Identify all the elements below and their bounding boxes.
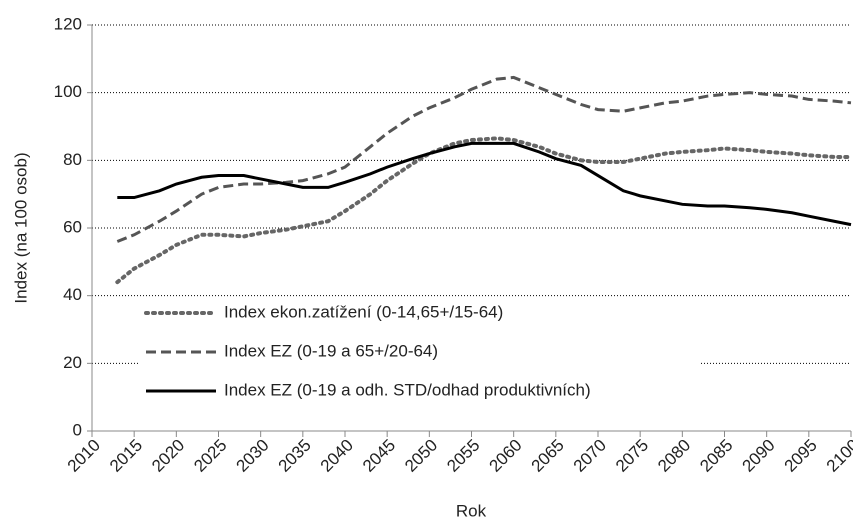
x-tick-label: 2055 — [443, 436, 483, 476]
x-tick-label: 2085 — [696, 436, 736, 476]
x-tick-label: 2065 — [528, 436, 568, 476]
x-tick-label: 2020 — [148, 436, 188, 476]
legend-label: Index EZ (0-19 a odh. STD/odhad produkti… — [224, 380, 591, 399]
x-tick-label: 2045 — [359, 436, 399, 476]
legend-label: Index EZ (0-19 a 65+/20-64) — [224, 341, 438, 360]
legend-background — [140, 377, 700, 405]
series-line — [117, 141, 852, 227]
y-tick-label: 20 — [63, 353, 82, 372]
x-tick-label: 2100 — [823, 436, 853, 476]
x-tick-label: 2050 — [401, 436, 441, 476]
x-tick-label: 2015 — [106, 436, 146, 476]
x-tick-label: 2060 — [485, 436, 525, 476]
x-tick-label: 2040 — [317, 436, 357, 476]
y-tick-label: 60 — [63, 217, 82, 236]
y-tick-label: 40 — [63, 285, 82, 304]
x-tick-label: 2090 — [738, 436, 778, 476]
x-axis-label: Rok — [456, 501, 487, 520]
y-axis-label: Index (na 100 osob) — [11, 152, 30, 303]
legend-background — [140, 299, 700, 327]
x-tick-label: 2030 — [232, 436, 272, 476]
x-tick-label: 2035 — [275, 436, 315, 476]
x-tick-label: 2070 — [570, 436, 610, 476]
legend-label: Index ekon.zatížení (0-14,65+/15-64) — [224, 302, 503, 321]
series-line — [115, 136, 853, 285]
y-tick-label: 0 — [73, 420, 82, 439]
x-tick-label: 2025 — [190, 436, 230, 476]
x-tick-label: 2075 — [612, 436, 652, 476]
legend-background — [140, 338, 700, 366]
y-tick-label: 120 — [54, 14, 82, 33]
x-tick-label: 2080 — [654, 436, 694, 476]
x-tick-label: 2010 — [64, 436, 104, 476]
y-tick-label: 80 — [63, 150, 82, 169]
series-line — [116, 75, 852, 243]
y-tick-label: 100 — [54, 82, 82, 101]
x-tick-label: 2095 — [781, 436, 821, 476]
